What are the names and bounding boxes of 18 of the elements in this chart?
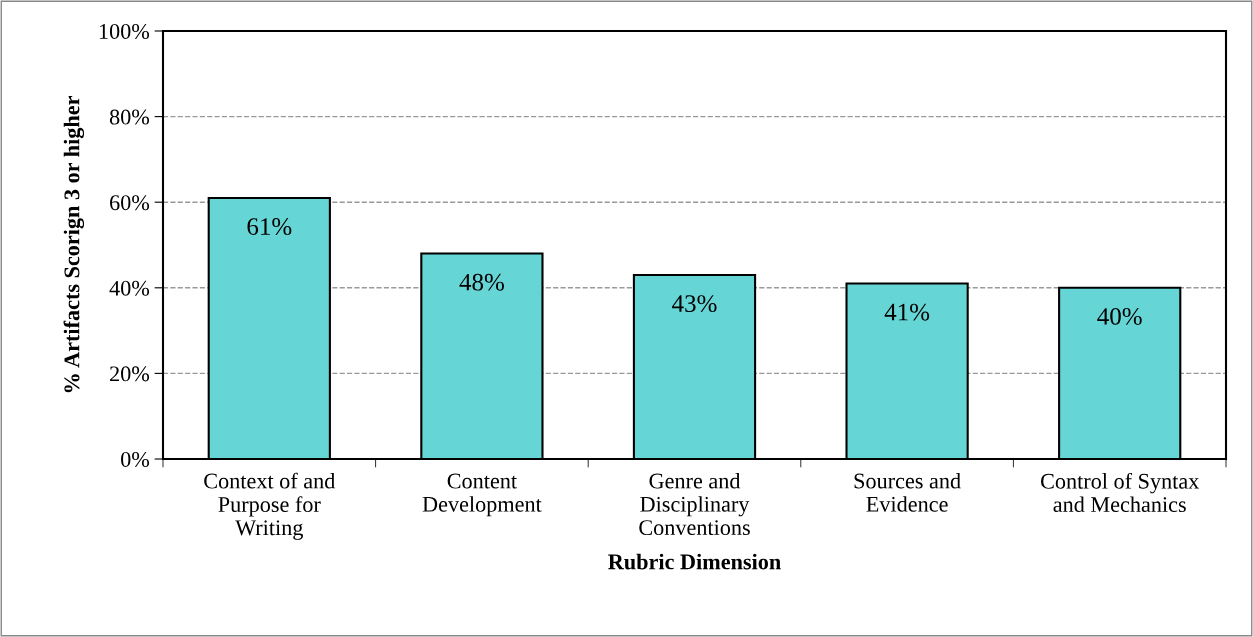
x-tick-label: Sources and Evidence bbox=[854, 472, 961, 512]
x-tick-label: Content Development bbox=[422, 473, 542, 517]
y-tick-label: 60% bbox=[110, 195, 150, 211]
x-tick-label: Context of and Purpose for Writing bbox=[204, 472, 336, 540]
x-tick-label: Control of Syntax and Mechanics bbox=[1040, 472, 1200, 513]
y-tick-label: 20% bbox=[110, 366, 150, 382]
y-tick-label: 80% bbox=[109, 109, 150, 125]
data-label: 43% bbox=[672, 295, 717, 313]
y-tick-label: 0% bbox=[121, 451, 150, 467]
x-tick-label: Genre and Disciplinary Conventions bbox=[639, 472, 750, 536]
x-axis-title: Rubric Dimension bbox=[608, 553, 781, 570]
y-tick-label: 100% bbox=[99, 23, 150, 39]
y-axis-title: % Artifacts Scorign 3 or higher bbox=[63, 96, 85, 393]
data-label: 48% bbox=[459, 273, 504, 291]
y-tick-label: 40% bbox=[109, 280, 150, 296]
data-label: 61% bbox=[247, 218, 292, 236]
data-label: 40% bbox=[1097, 307, 1142, 325]
data-label: 41% bbox=[884, 303, 930, 321]
